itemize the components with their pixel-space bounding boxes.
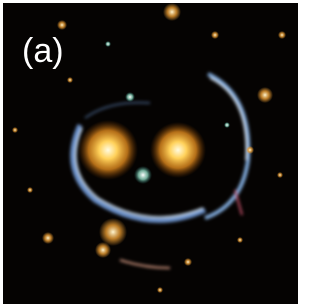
astro-image: (a) (0, 0, 301, 307)
page: (a) (() => { const data = JSON.parse(doc… (0, 0, 301, 307)
panel-label: (a) (22, 32, 64, 70)
